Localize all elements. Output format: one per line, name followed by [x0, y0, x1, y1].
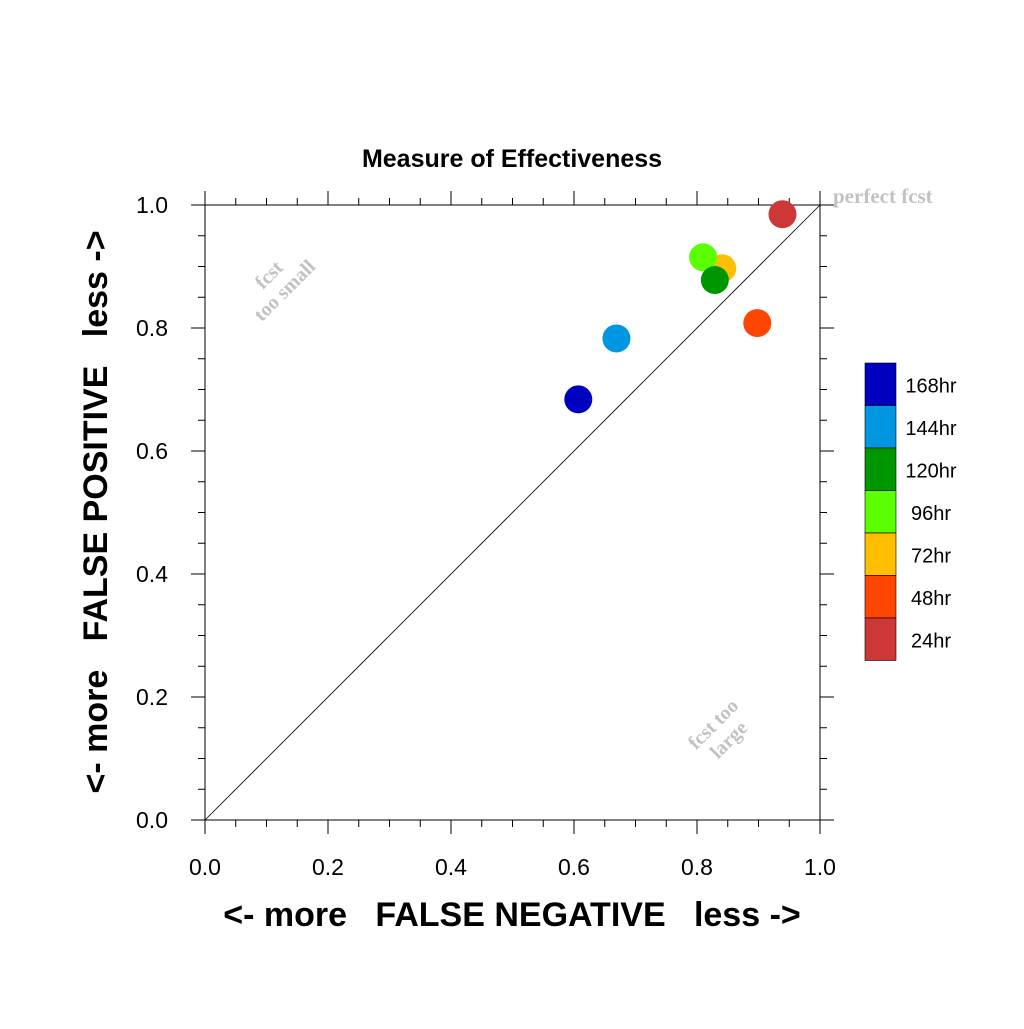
- plot-layer: 0.0 0.2 0.4 0.6 0.8 1.0 0.0 0.2 0.4 0.6 0.8 1.0 fcst…: [136, 184, 933, 880]
- y-tick-label: 0.4: [136, 561, 168, 587]
- legend-swatch-144hr: [864, 405, 897, 449]
- data-point-168hr: [564, 385, 593, 414]
- legend: 168hr 144hr 120hr 96hr 72hr 48hr 24hr: [864, 362, 957, 661]
- legend-swatch-48hr: [864, 575, 897, 619]
- chart-title: Measure of Effectiveness: [362, 145, 662, 173]
- axis-ticks: [191, 191, 834, 834]
- reference-diagonal-line: [204, 204, 821, 821]
- legend-label-24hr: 24hr: [911, 630, 951, 652]
- x-axis-label: <- more FALSE NEGATIVE less ->: [223, 896, 801, 934]
- annotation-perfect-fcst: perfect fcst: [833, 184, 933, 208]
- annotation-line: too small: [250, 255, 320, 325]
- x-tick-label: 0.4: [435, 854, 467, 880]
- x-tick-label: 0.2: [312, 854, 344, 880]
- x-tick-label: 1.0: [804, 854, 836, 880]
- y-tick-label: 0.0: [136, 807, 168, 833]
- data-point-24hr: [768, 200, 797, 229]
- x-tick-label: 0.6: [558, 854, 590, 880]
- legend-swatch-96hr: [864, 490, 897, 534]
- y-tick-label: 1.0: [136, 192, 168, 218]
- x-tick-label: 0.8: [681, 854, 713, 880]
- data-point-48hr: [743, 309, 772, 338]
- legend-swatch-120hr: [864, 447, 897, 491]
- legend-label-168hr: 168hr: [905, 375, 956, 397]
- y-tick-label: 0.8: [136, 315, 168, 341]
- legend-label-120hr: 120hr: [905, 460, 956, 482]
- y-tick-label: 0.6: [136, 438, 168, 464]
- y-tick-label: 0.2: [136, 684, 168, 710]
- x-tick-label: 0.0: [189, 854, 221, 880]
- legend-label-72hr: 72hr: [911, 545, 951, 567]
- data-point-144hr: [602, 324, 631, 353]
- legend-label-144hr: 144hr: [905, 418, 956, 440]
- data-point-120hr: [700, 266, 729, 295]
- legend-label-96hr: 96hr: [911, 503, 951, 525]
- y-axis-label: <- more FALSE POSITIVE less ->: [77, 230, 115, 793]
- legend-swatch-72hr: [864, 532, 897, 576]
- legend-swatch-24hr: [864, 617, 897, 661]
- legend-swatch-168hr: [864, 362, 897, 406]
- data-point-96hr: [689, 243, 718, 272]
- legend-label-48hr: 48hr: [911, 588, 951, 610]
